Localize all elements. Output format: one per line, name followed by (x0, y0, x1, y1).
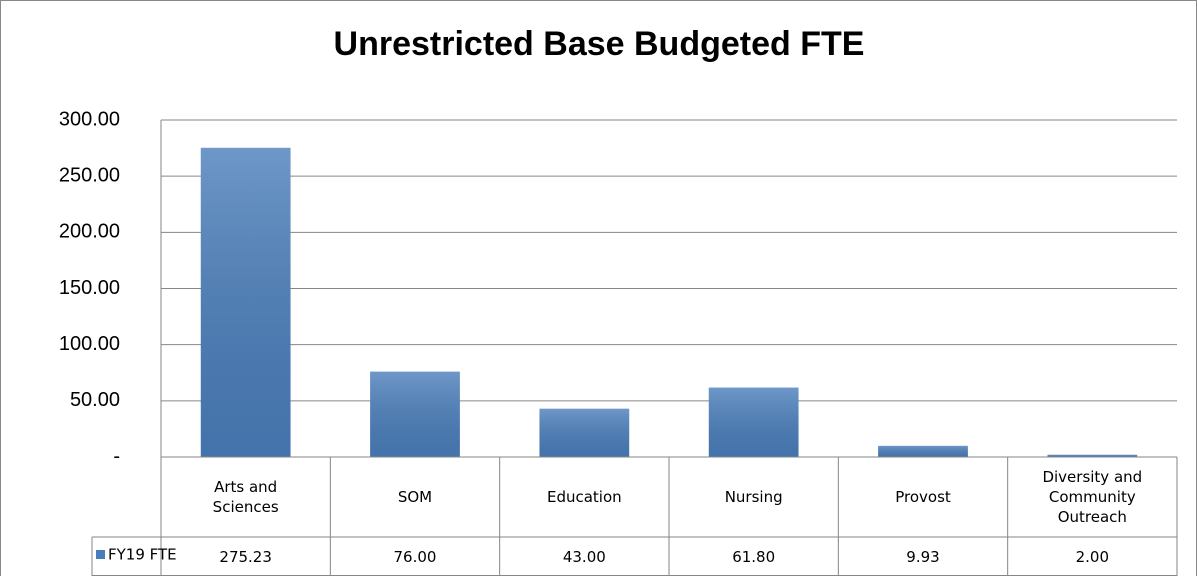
value-label-box: 2.00 (1075, 547, 1110, 566)
legend-swatch (96, 550, 105, 559)
x-tick-label-box: Education (546, 488, 622, 506)
value-label-box: 61.80 (732, 547, 776, 566)
value-label: 275.23 (219, 547, 272, 566)
value-label: 76.00 (393, 547, 437, 566)
value-label: 43.00 (562, 547, 606, 566)
value-label-box: 275.23 (219, 547, 272, 566)
value-label: 61.80 (732, 547, 776, 566)
chart-title: Unrestricted Base Budgeted FTE (334, 25, 865, 63)
x-tick-label: Diversity and Community Outreach (1042, 468, 1143, 526)
value-label-box: 76.00 (393, 547, 437, 566)
y-tick-label: - (113, 445, 120, 467)
y-tick-label: 150.00 (59, 277, 120, 299)
value-label: 9.93 (906, 547, 940, 566)
x-tick-label-box: Diversity and Community Outreach (1042, 468, 1143, 526)
x-tick-label-box: Arts and Sciences (212, 478, 279, 516)
y-tick-label: 300.00 (59, 108, 120, 130)
bar (200, 147, 291, 458)
x-tick-label-box: Provost (895, 488, 951, 506)
x-tick-label-box: SOM (397, 488, 433, 506)
x-tick-label: Education (546, 488, 622, 506)
bar (878, 445, 968, 457)
x-tick-label: SOM (397, 488, 433, 506)
y-tick-label: 100.00 (59, 333, 120, 355)
bar (708, 387, 799, 457)
legend-label: FY19 FTE (108, 546, 177, 564)
x-tick-label: Provost (895, 488, 951, 506)
y-tick-label: 50.00 (70, 389, 120, 411)
value-label-box: 43.00 (562, 547, 606, 566)
bar (539, 408, 630, 457)
value-label: 2.00 (1075, 547, 1110, 566)
y-tick-label: 200.00 (59, 221, 120, 243)
bar (370, 371, 460, 457)
x-tick-label: Arts and Sciences (212, 478, 279, 516)
value-label-box: 9.93 (906, 547, 940, 566)
x-tick-label-box: Nursing (724, 488, 783, 506)
x-tick-label: Nursing (724, 488, 783, 506)
y-tick-label: 250.00 (59, 164, 120, 186)
